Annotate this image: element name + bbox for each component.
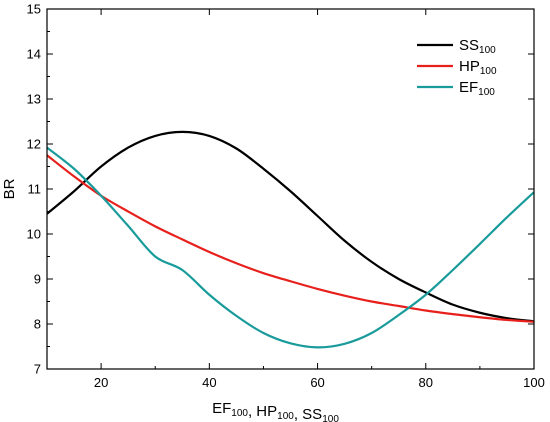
series-line-ss <box>47 130 534 323</box>
x-tick-label: 60 <box>310 375 324 390</box>
plot-area <box>47 130 534 349</box>
legend-label-ss: SS100 <box>459 37 496 56</box>
y-tick-label: 13 <box>27 92 41 107</box>
y-tick-label: 8 <box>34 317 41 332</box>
x-axis-title: EF100, HP100, SS100 <box>212 400 339 422</box>
legend-label-hp: HP100 <box>459 58 497 77</box>
y-tick-label: 11 <box>28 182 42 197</box>
y-tick-label: 9 <box>34 272 41 287</box>
legend: SS100 HP100 EF100 <box>417 37 497 98</box>
y-axis-title: BR <box>1 178 18 199</box>
legend-label-ef: EF100 <box>459 79 495 98</box>
x-tick-label: 20 <box>94 375 108 390</box>
x-tick-label: 80 <box>419 375 433 390</box>
y-tick-label: 10 <box>27 227 41 242</box>
y-tick-label: 14 <box>27 47 41 62</box>
x-tick-label: 100 <box>523 375 545 390</box>
y-tick-label: 12 <box>27 137 41 152</box>
y-tick-label: 7 <box>34 362 41 377</box>
y-tick-label: 15 <box>27 2 41 17</box>
x-tick-label: 40 <box>202 375 216 390</box>
series-line-ef <box>47 146 534 349</box>
series-line-hp <box>47 154 534 323</box>
